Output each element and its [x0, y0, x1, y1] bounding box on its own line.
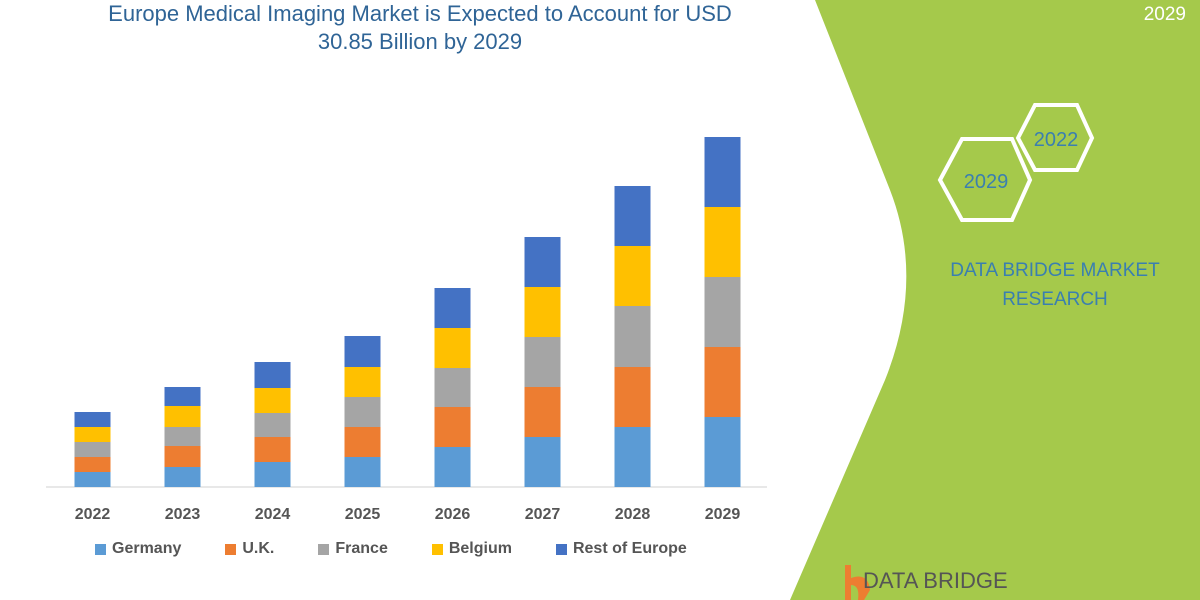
legend-swatch	[95, 543, 106, 555]
legend-item: France	[318, 540, 388, 558]
bar-2029-belgium	[704, 207, 741, 277]
bar-2027-germany	[524, 437, 561, 487]
legend-item: Rest of Europe	[555, 540, 687, 558]
bar-2024-germany	[254, 462, 291, 487]
title-line-1: Europe Medical Imaging Market is Expecte…	[108, 1, 732, 26]
bar-2025-france	[344, 397, 381, 427]
x-tick-2022: 2022	[75, 506, 111, 523]
corner-year: 2029	[1143, 4, 1186, 25]
bar-2029-france	[704, 277, 741, 347]
bar-2028-france	[614, 306, 651, 367]
brand-line-2: RESEARCH	[1002, 289, 1108, 310]
bar-2022-france	[74, 442, 111, 457]
bar-2027-belgium	[524, 287, 561, 337]
bar-2022-germany	[74, 472, 111, 487]
bar-2029-rest-of-europe	[704, 137, 741, 207]
legend-swatch	[431, 543, 443, 555]
title-line-2: 30.85 Billion by 2029	[317, 29, 523, 54]
x-tick-2028: 2028	[615, 506, 651, 523]
bar-2022-u-k-	[74, 457, 111, 472]
bar-2023-belgium	[164, 406, 201, 427]
hexagon-2029	[937, 137, 1033, 222]
legend-label: France	[335, 540, 388, 557]
logo-text: DATA BRIDGE	[863, 568, 1008, 593]
x-tick-2025: 2025	[345, 506, 381, 523]
legend: Germany U.K. France Belgium Rest of Europe	[95, 540, 731, 558]
legend-label: U.K.	[242, 540, 275, 557]
legend-swatch	[555, 543, 567, 555]
legend-item: U.K.	[225, 540, 274, 558]
bar-2023-germany	[164, 467, 201, 487]
hexagon-label-2029: 2029	[964, 171, 1009, 193]
bar-2026-germany	[434, 447, 471, 487]
bar-2028-belgium	[614, 246, 651, 306]
bars	[74, 137, 741, 487]
bar-2025-germany	[344, 457, 381, 487]
bar-2024-france	[254, 413, 291, 437]
brand-text: DATA BRIDGE MARKET RESEARCH	[920, 256, 1190, 314]
bar-2025-belgium	[344, 367, 381, 397]
bar-2022-rest-of-europe	[74, 412, 111, 427]
bar-2026-belgium	[434, 328, 471, 368]
bar-2025-u-k-	[344, 427, 381, 457]
x-tick-2027: 2027	[525, 506, 561, 523]
bar-2023-u-k-	[164, 446, 201, 467]
bar-2024-u-k-	[254, 437, 291, 462]
bar-2028-germany	[614, 427, 651, 487]
hexagon-label-2022: 2022	[1034, 129, 1079, 151]
legend-label: Rest of Europe	[572, 540, 687, 557]
bar-2028-rest-of-europe	[614, 186, 651, 246]
bar-2025-rest-of-europe	[344, 336, 381, 367]
bar-2027-u-k-	[524, 387, 561, 437]
bar-2029-u-k-	[704, 347, 741, 417]
hexagon-2022	[1015, 103, 1095, 172]
chart-title: Europe Medical Imaging Market is Expecte…	[40, 0, 800, 56]
bar-2026-france	[434, 368, 471, 407]
x-tick-labels: 2022 2023 2024 2025 2026 2027 2028 2029	[75, 506, 741, 523]
bar-2022-belgium	[74, 427, 111, 442]
bar-2023-rest-of-europe	[164, 387, 201, 406]
x-tick-2029: 2029	[705, 506, 741, 523]
brand-line-1: DATA BRIDGE MARKET	[950, 260, 1160, 281]
legend-label: Belgium	[448, 540, 512, 557]
bar-2023-france	[164, 427, 201, 446]
x-tick-2026: 2026	[435, 506, 471, 523]
legend-swatch	[318, 543, 330, 555]
bar-2026-u-k-	[434, 407, 471, 447]
logo-icon	[845, 565, 870, 600]
legend-item: Germany	[95, 540, 181, 558]
bar-2026-rest-of-europe	[434, 288, 471, 328]
legend-swatch	[225, 543, 237, 555]
bar-2027-france	[524, 337, 561, 387]
bar-2027-rest-of-europe	[524, 237, 561, 287]
bar-2029-germany	[704, 417, 741, 487]
legend-label: Germany	[112, 540, 182, 557]
x-tick-2024: 2024	[255, 506, 291, 523]
bar-2028-u-k-	[614, 367, 651, 427]
x-tick-2023: 2023	[165, 506, 201, 523]
bar-2024-belgium	[254, 388, 291, 413]
green-panel	[790, 0, 1200, 600]
bar-2024-rest-of-europe	[254, 362, 291, 388]
legend-item: Belgium	[431, 540, 512, 558]
